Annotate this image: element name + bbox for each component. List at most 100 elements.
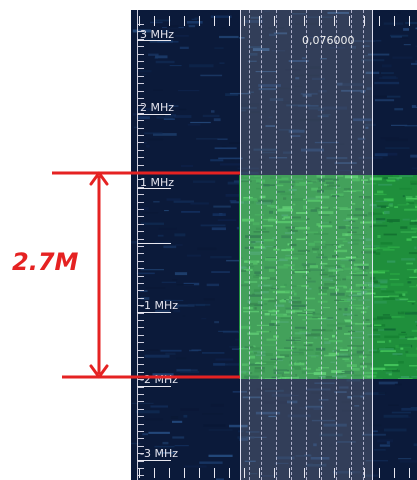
- axis-major-tick: [137, 188, 171, 189]
- axis-minor-tick: [137, 297, 144, 299]
- freq-label-3mhz: 3 MHz: [140, 28, 175, 41]
- axis-minor-tick: [137, 438, 144, 440]
- bottom-scale-tick: [304, 468, 305, 478]
- axis-minor-tick: [137, 24, 144, 25]
- bottom-scale-tick: [289, 468, 290, 478]
- top-scale-tick: [199, 16, 200, 26]
- axis-minor-tick: [137, 260, 144, 262]
- bottom-scale-tick: [184, 468, 185, 478]
- axis-minor-tick: [137, 253, 144, 255]
- waterfall-display[interactable]: 3 MHz 2 MHz 1 MHz -1 MHz -2 MHz -3 MHz 0…: [131, 10, 417, 480]
- axis-minor-tick: [137, 149, 144, 151]
- freq-label-minus-3mhz: -3 MHz: [140, 447, 179, 460]
- selection-grid-line: [363, 10, 364, 480]
- axis-minor-tick: [137, 75, 144, 77]
- selection-grid-line: [336, 10, 337, 480]
- top-scale-tick: [289, 16, 290, 26]
- axis-minor-tick: [137, 186, 144, 188]
- axis-minor-tick: [137, 246, 144, 247]
- axis-minor-tick: [137, 38, 144, 40]
- axis-minor-tick: [137, 394, 144, 395]
- top-scale-tick: [169, 16, 170, 26]
- bottom-scale-tick: [244, 468, 245, 478]
- bottom-scale-tick: [394, 468, 395, 478]
- axis-minor-tick: [137, 475, 144, 477]
- top-scale-tick: [364, 16, 365, 26]
- axis-minor-tick: [137, 371, 144, 373]
- top-scale-tick: [379, 16, 380, 26]
- top-scale-tick: [244, 16, 245, 26]
- axis-minor-tick: [137, 216, 144, 218]
- axis-minor-tick: [137, 386, 144, 388]
- axis-major-tick: [137, 40, 171, 41]
- top-scale-tick: [274, 16, 275, 26]
- axis-minor-tick: [137, 283, 144, 284]
- bottom-scale-tick: [334, 468, 335, 478]
- top-scale-tick: [304, 16, 305, 26]
- top-scale-tick: [319, 16, 320, 26]
- bottom-scale-tick: [259, 468, 260, 478]
- selection-grid-line: [321, 10, 322, 480]
- axis-minor-tick: [137, 98, 144, 99]
- axis-major-tick: [137, 386, 171, 387]
- center-frequency-readout: 0,076000: [302, 34, 355, 47]
- axis-minor-tick: [137, 431, 144, 432]
- axis-minor-tick: [137, 90, 144, 92]
- bottom-scale-tick: [214, 468, 215, 478]
- axis-minor-tick: [137, 357, 144, 358]
- bottom-scale-tick: [409, 468, 410, 478]
- axis-minor-tick: [137, 53, 144, 55]
- selection-grid-line: [291, 10, 292, 480]
- axis-minor-tick: [137, 112, 144, 114]
- axis-major-tick: [137, 460, 171, 461]
- axis-minor-tick: [137, 201, 144, 203]
- freq-label-minus-1mhz: -1 MHz: [140, 299, 179, 312]
- bottom-scale-tick: [139, 468, 140, 478]
- top-scale-tick: [334, 16, 335, 26]
- bottom-scale-tick: [364, 468, 365, 478]
- axis-minor-tick: [137, 334, 144, 336]
- axis-minor-tick: [137, 68, 144, 70]
- axis-minor-tick: [137, 290, 144, 292]
- axis-minor-tick: [137, 268, 144, 270]
- axis-minor-tick: [137, 327, 144, 329]
- top-scale-tick: [214, 16, 215, 26]
- axis-minor-tick: [137, 209, 144, 210]
- axis-minor-tick: [137, 312, 144, 314]
- axis-minor-tick: [137, 349, 144, 351]
- axis-minor-tick: [137, 416, 144, 418]
- top-scale-tick: [139, 16, 140, 26]
- bandwidth-label: 2.7M: [12, 248, 79, 276]
- top-scale-tick: [409, 16, 410, 26]
- selection-grid-line: [276, 10, 277, 480]
- bottom-scale-tick: [349, 468, 350, 478]
- axis-minor-tick: [137, 305, 144, 307]
- axis-minor-tick: [137, 61, 144, 62]
- axis-minor-tick: [137, 142, 144, 144]
- axis-major-tick: [137, 312, 171, 313]
- selection-grid-line: [249, 10, 250, 480]
- axis-minor-tick: [137, 120, 144, 122]
- arrow-down-head: [89, 364, 109, 379]
- bottom-scale-tick: [319, 468, 320, 478]
- axis-minor-tick: [137, 31, 144, 33]
- top-scale-tick: [259, 16, 260, 26]
- axis-major-tick: [137, 243, 171, 244]
- axis-minor-tick: [137, 179, 144, 181]
- axis-minor-tick: [137, 164, 144, 166]
- axis-minor-tick: [137, 364, 144, 366]
- axis-minor-tick: [137, 157, 144, 159]
- axis-minor-tick: [137, 135, 144, 136]
- axis-minor-tick: [137, 342, 144, 344]
- axis-minor-tick: [137, 238, 144, 240]
- axis-minor-tick: [137, 127, 144, 129]
- axis-minor-tick: [137, 453, 144, 455]
- axis-minor-tick: [137, 83, 144, 85]
- axis-minor-tick: [137, 46, 144, 48]
- selection-grid-line: [351, 10, 352, 480]
- bottom-scale-tick: [379, 468, 380, 478]
- axis-minor-tick: [137, 275, 144, 277]
- arrow-up-head: [89, 171, 109, 186]
- bottom-scale-tick: [199, 468, 200, 478]
